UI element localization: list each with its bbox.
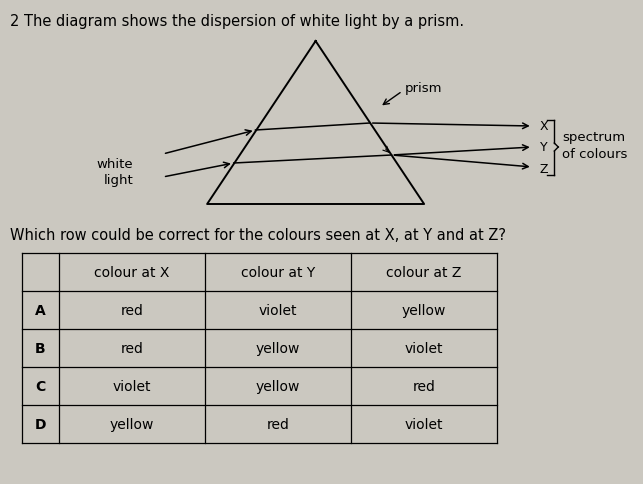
Text: prism: prism: [404, 82, 442, 95]
Text: yellow: yellow: [256, 379, 300, 393]
Text: Y: Y: [539, 141, 547, 154]
Text: colour at Y: colour at Y: [241, 265, 315, 279]
Text: 2: 2: [10, 14, 19, 29]
Text: white
light: white light: [96, 158, 133, 187]
Text: violet: violet: [113, 379, 151, 393]
Text: colour at Z: colour at Z: [386, 265, 462, 279]
Text: red: red: [121, 303, 143, 318]
Text: A: A: [35, 303, 46, 318]
Text: spectrum
of colours: spectrum of colours: [562, 131, 628, 161]
Text: The diagram shows the dispersion of white light by a prism.: The diagram shows the dispersion of whit…: [24, 14, 464, 29]
Text: yellow: yellow: [402, 303, 446, 318]
Text: violet: violet: [405, 417, 444, 431]
Text: X: X: [539, 120, 548, 133]
Text: violet: violet: [405, 341, 444, 355]
Text: violet: violet: [259, 303, 298, 318]
Text: Z: Z: [539, 163, 548, 176]
Text: B: B: [35, 341, 46, 355]
Text: C: C: [35, 379, 46, 393]
Text: red: red: [413, 379, 435, 393]
Text: Which row could be correct for the colours seen at X, at Y and at Z?: Which row could be correct for the colou…: [10, 227, 506, 242]
Text: D: D: [35, 417, 46, 431]
Text: yellow: yellow: [256, 341, 300, 355]
Text: red: red: [121, 341, 143, 355]
Text: colour at X: colour at X: [95, 265, 170, 279]
Text: red: red: [267, 417, 289, 431]
Text: yellow: yellow: [110, 417, 154, 431]
